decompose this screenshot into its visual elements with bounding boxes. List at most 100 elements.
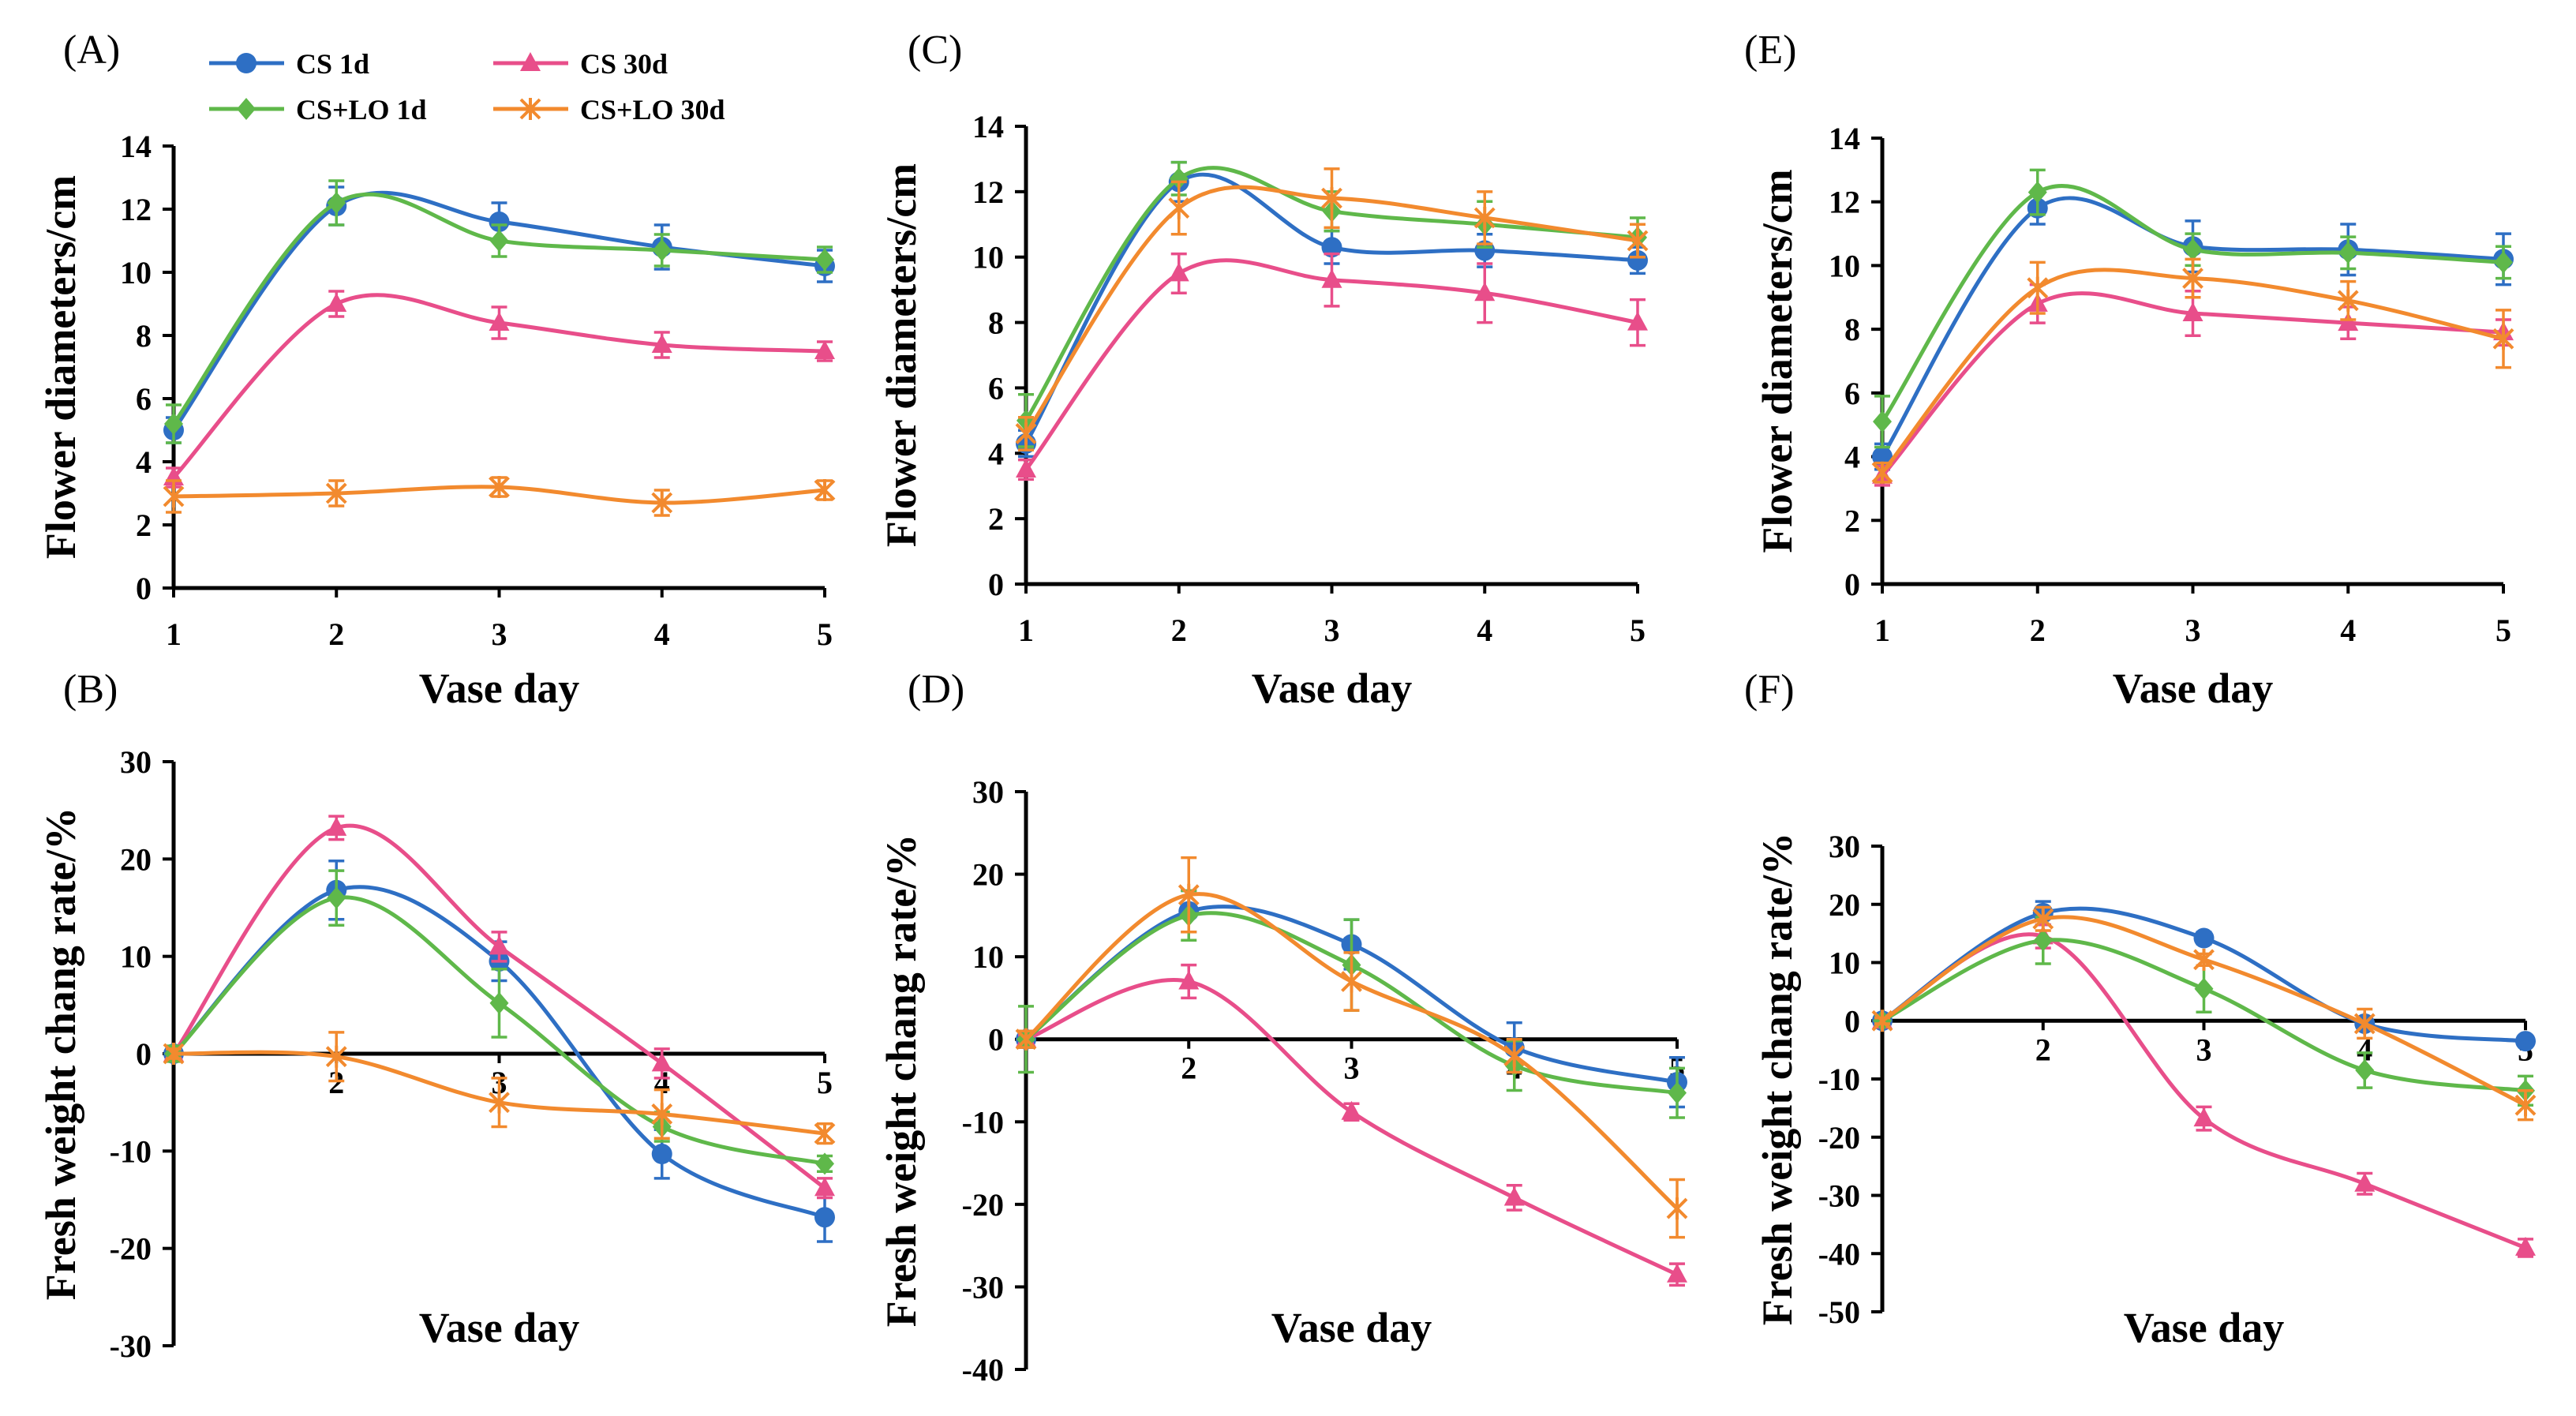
legend-marker <box>237 98 256 120</box>
series-line <box>1024 172 1638 445</box>
legend-label: CS 1d <box>296 48 369 80</box>
data-point <box>2027 276 2049 299</box>
y-tick-label: -20 <box>962 1187 1004 1223</box>
data-point <box>651 1052 672 1072</box>
y-tick-label: 30 <box>1829 829 1860 864</box>
y-axis-title: Fresh weight chang rate/% <box>37 807 84 1300</box>
data-point <box>2193 927 2215 949</box>
data-point <box>815 249 834 271</box>
data-point <box>1627 249 1648 271</box>
data-point <box>2515 1236 2536 1256</box>
x-tick-label: 3 <box>1344 1051 1360 1086</box>
data-point <box>1178 970 1200 990</box>
x-tick-label: 2 <box>328 616 344 652</box>
series-line <box>1880 184 2504 423</box>
data-point <box>489 212 510 232</box>
data-point <box>2194 977 2214 1000</box>
y-tick-label: 20 <box>1829 887 1860 923</box>
y-tick-label: 14 <box>1829 121 1860 156</box>
series <box>163 290 835 489</box>
panel-label: (D) <box>908 667 964 712</box>
data-point <box>651 1144 672 1165</box>
data-point <box>814 340 835 359</box>
x-axis-title: Vase day <box>419 665 580 712</box>
data-point <box>1178 883 1200 906</box>
y-tick-label: -10 <box>1818 1062 1860 1097</box>
data-point <box>489 991 509 1014</box>
data-point <box>1667 1263 1687 1283</box>
data-point <box>2492 328 2514 350</box>
data-point <box>651 492 673 514</box>
series <box>164 869 834 1175</box>
panel-label: (E) <box>1744 28 1796 73</box>
x-tick-label: 2 <box>328 1065 344 1100</box>
data-point <box>1341 970 1362 993</box>
legend-label: CS+LO 30d <box>580 94 725 125</box>
data-point <box>1871 461 1893 484</box>
data-point <box>1666 1197 1688 1220</box>
y-tick-label: 10 <box>972 939 1004 975</box>
series-line <box>1024 258 1638 471</box>
x-tick-label: 3 <box>2185 612 2201 648</box>
x-tick-label: 2 <box>1171 612 1187 648</box>
panel-f: (F)-50-40-30-20-1001020302345Vase dayFre… <box>1744 667 2537 1351</box>
legend-label: CS 30d <box>580 48 668 80</box>
panel-label: (C) <box>908 28 962 73</box>
x-tick-label: 4 <box>2340 612 2356 648</box>
legend: CS 1d CS 30d CS+LO 1d CS+LO 30d <box>209 48 725 125</box>
x-tick-label: 5 <box>817 1065 833 1100</box>
x-tick-label: 1 <box>1018 612 1034 648</box>
y-tick-label: -20 <box>110 1231 152 1267</box>
y-tick-label: 12 <box>1829 185 1860 220</box>
data-point <box>325 1045 347 1068</box>
y-tick-label: 10 <box>120 255 152 290</box>
y-tick-label: -50 <box>1818 1294 1860 1330</box>
data-point <box>325 482 347 504</box>
data-point <box>2183 238 2203 261</box>
x-axis-title: Vase day <box>2124 1304 2285 1351</box>
data-point <box>489 476 510 498</box>
legend-entry: CS 1d <box>209 48 369 80</box>
y-tick-label: 10 <box>1829 946 1860 981</box>
y-tick-label: 4 <box>988 436 1004 471</box>
x-axis-title: Vase day <box>1271 1304 1432 1351</box>
y-tick-label: 10 <box>972 240 1004 275</box>
data-point <box>164 413 183 435</box>
data-point <box>1873 410 1892 433</box>
data-point <box>489 1091 510 1114</box>
data-point <box>814 479 836 501</box>
data-point <box>1015 1028 1037 1051</box>
data-point <box>1627 311 1648 331</box>
y-tick-label: -10 <box>962 1104 1004 1140</box>
data-point <box>1503 1186 1525 1206</box>
data-point <box>489 312 510 331</box>
x-tick-label: 3 <box>1324 612 1340 648</box>
y-tick-label: 20 <box>120 841 152 877</box>
y-axis-title: Flower diameters/cm <box>37 175 84 559</box>
y-tick-label: 2 <box>1844 503 1860 538</box>
series <box>1016 252 1648 481</box>
y-tick-label: 6 <box>988 370 1004 406</box>
data-point <box>163 1043 185 1065</box>
x-tick-label: 5 <box>1630 612 1646 648</box>
series <box>1015 167 1649 451</box>
data-point <box>1473 207 1496 229</box>
y-tick-label: 8 <box>136 318 152 354</box>
series <box>1873 168 2513 449</box>
series-line <box>171 192 826 425</box>
x-tick-label: 3 <box>2196 1032 2212 1067</box>
data-point <box>2193 1107 2215 1127</box>
y-tick-label: -30 <box>1818 1178 1860 1214</box>
data-point <box>2337 289 2359 312</box>
y-tick-label: 0 <box>988 1022 1004 1058</box>
y-tick-label: 0 <box>136 571 152 606</box>
y-tick-label: 14 <box>972 109 1004 144</box>
data-point <box>1474 240 1496 261</box>
y-axis-title: Flower diameters/cm <box>878 163 925 547</box>
data-point <box>2354 1172 2376 1192</box>
